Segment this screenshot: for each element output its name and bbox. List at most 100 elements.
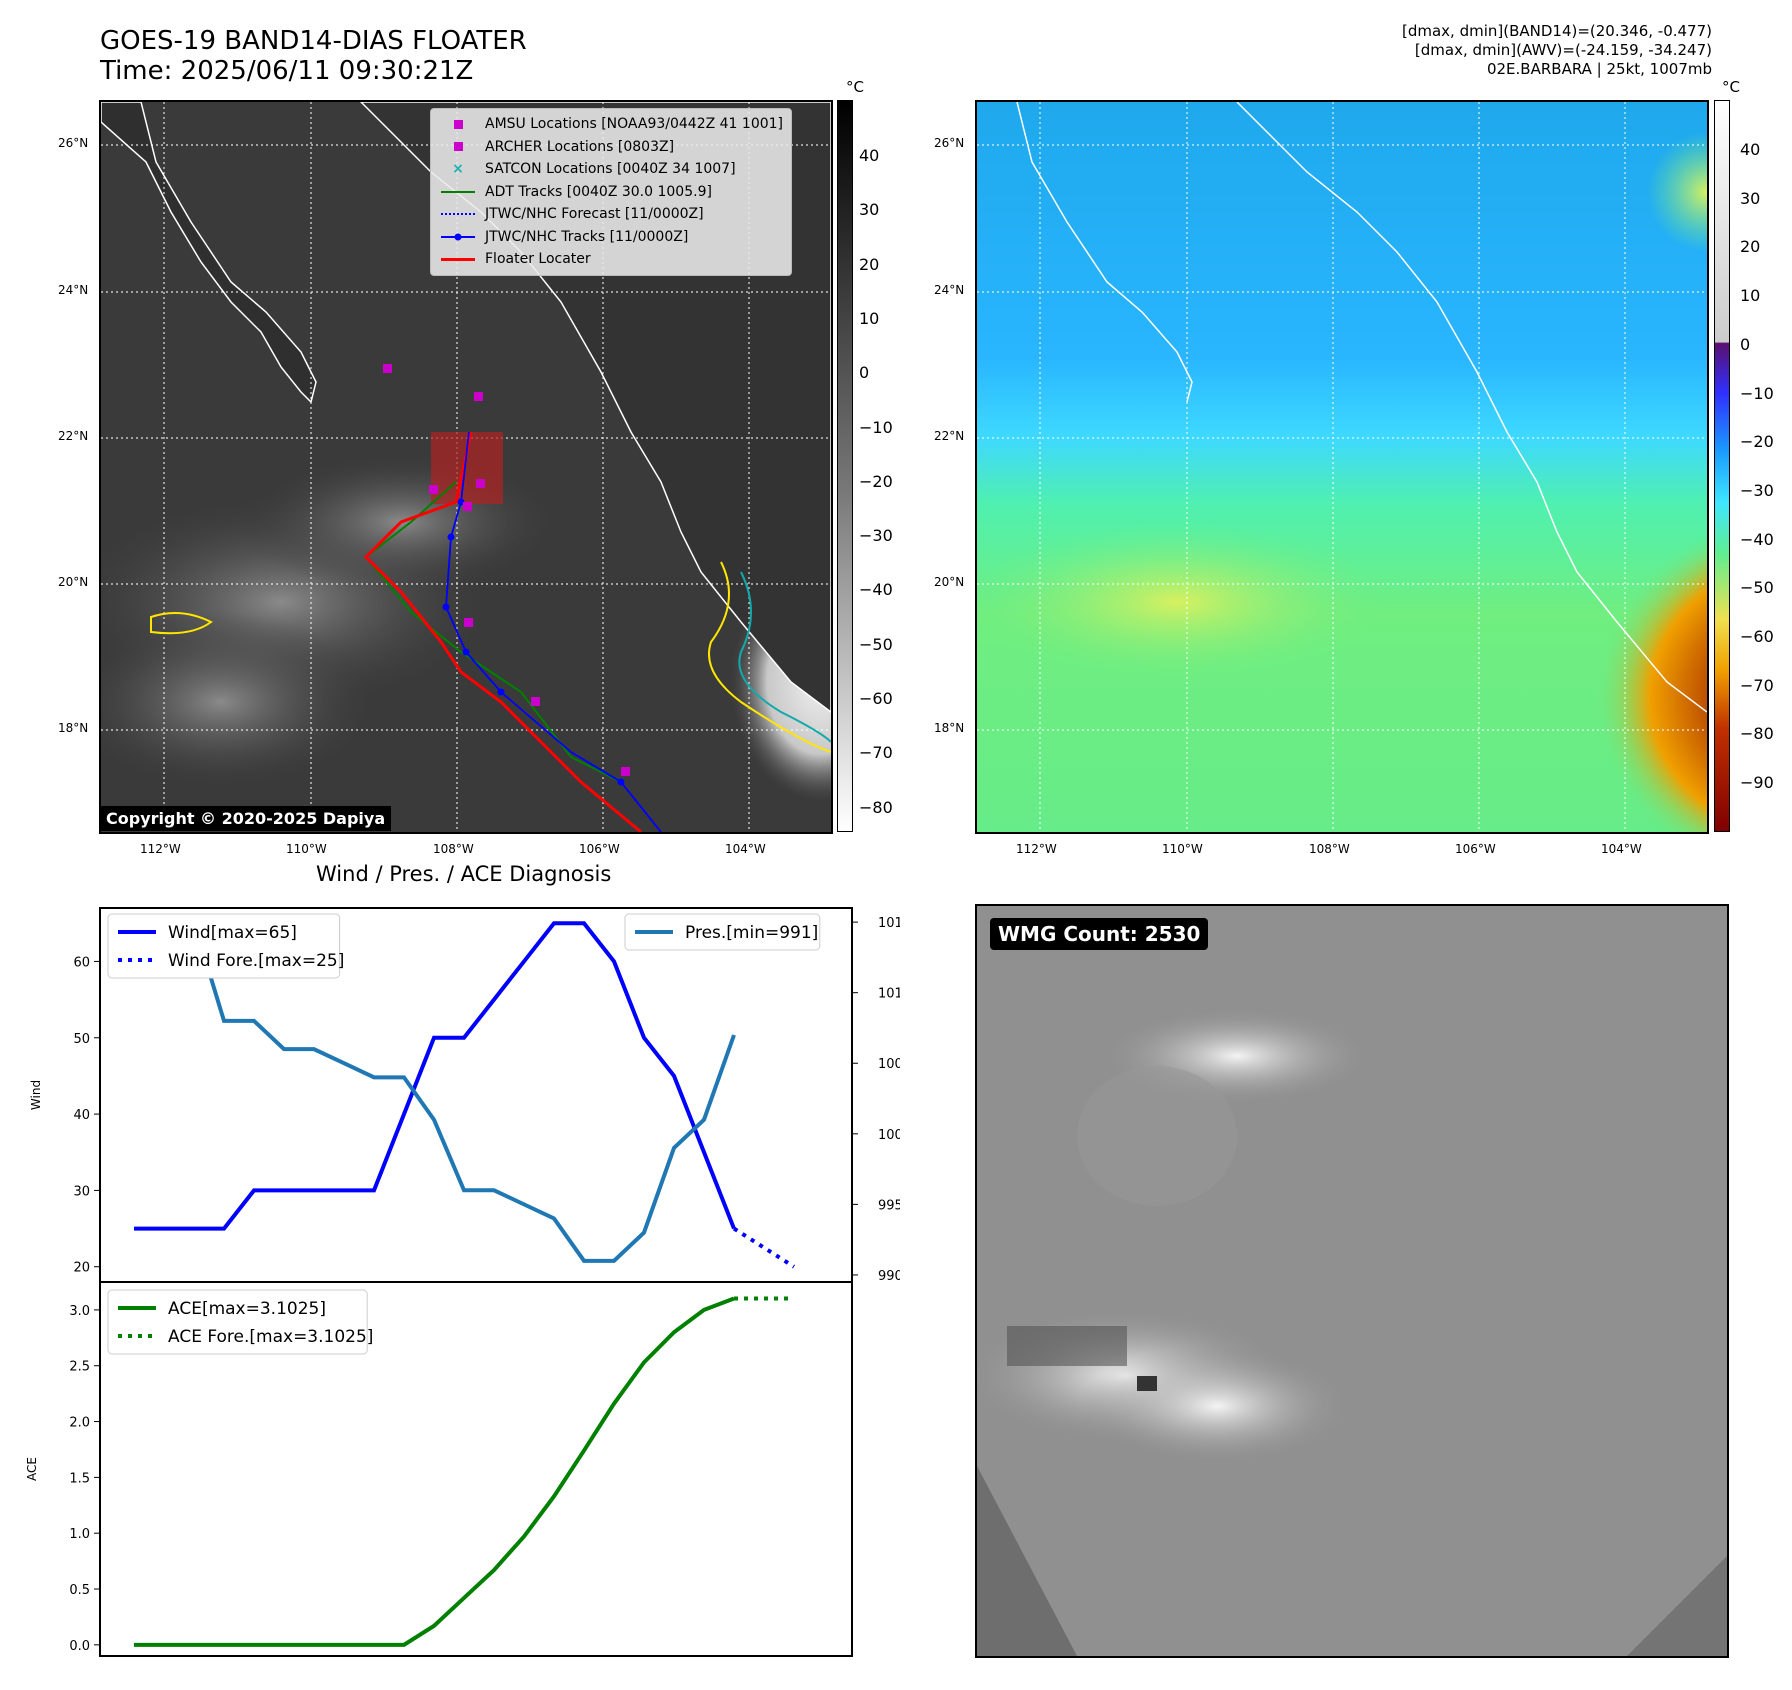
legend-forecast: JTWC/NHC Forecast [11/0000Z] (439, 203, 783, 226)
ace-tick-label: 1.5 (69, 1471, 90, 1486)
line-dot-icon (439, 233, 477, 241)
awv-colorbar (1714, 100, 1730, 832)
colorbar-tick-label: −10 (1740, 383, 1774, 403)
pressure-tick-label: 995 (878, 1198, 900, 1213)
pressure-legend-box (624, 913, 821, 951)
diagnosis-title: Wind / Pres. / ACE Diagnosis (316, 862, 612, 886)
lat-label: 26°N (58, 136, 89, 150)
legend-adt: ADT Tracks [0040Z 30.0 1005.9] (439, 181, 783, 204)
colorbar-tick-label: 20 (859, 254, 880, 274)
ace-axis-label: ACE (25, 1457, 39, 1481)
awv-map-panel (975, 100, 1709, 834)
colorbar-tick-label: −30 (859, 526, 893, 546)
colorbar-tick-label: −60 (1740, 627, 1774, 646)
lon-label: 104°W (1601, 842, 1642, 856)
legend-entry-label: Wind Fore.[max=25] (168, 951, 344, 971)
title-line-2: Time: 2025/06/11 09:30:21Z (100, 56, 474, 86)
colorbar-tick-label: 40 (1740, 140, 1761, 159)
ace-tick-label: 0.5 (69, 1583, 90, 1598)
lon-label: 110°W (286, 842, 327, 856)
legend-entry-label: ACE[max=3.1025] (168, 1299, 326, 1319)
wind-legend: Wind[max=65] Wind Fore.[max=25] (107, 913, 344, 979)
lon-label: 110°W (1162, 842, 1203, 856)
colorbar-tick-label: −50 (859, 634, 893, 654)
colorbar-tick-label: −50 (1740, 578, 1774, 598)
title-line-1: GOES-19 BAND14-DIAS FLOATER (100, 26, 527, 56)
colorbar-tick-label: 0 (1740, 334, 1751, 354)
wind-pressure-series-line (732, 1226, 796, 1269)
colorbar-tick-label: −20 (1740, 432, 1774, 452)
lon-label: 104°W (725, 842, 766, 856)
wind-tick-label: 60 (73, 955, 90, 970)
line-icon (439, 190, 477, 193)
pressure-tick-label: 1000 (878, 1128, 900, 1143)
lon-label: 106°W (579, 842, 620, 856)
colorbar-tick-label: 0 (859, 363, 870, 383)
legend-entry-label: Wind[max=65] (168, 923, 297, 943)
ace-tick-label: 1.0 (69, 1527, 90, 1542)
wind-axis-label: Wind (29, 1080, 43, 1110)
lat-label: 20°N (58, 575, 89, 589)
ace-series-line (134, 1296, 735, 1647)
figure-title: GOES-19 BAND14-DIAS FLOATER Time: 2025/0… (100, 26, 527, 86)
square-marker-icon (439, 119, 477, 129)
legend-entry-label: Pres.[min=991] (685, 923, 818, 943)
colorbar-tick-label: −80 (1740, 724, 1774, 744)
dotted-line-icon (439, 213, 477, 216)
cbar2-unit: °C (1722, 78, 1740, 96)
ace-tick-label: 2.0 (69, 1416, 90, 1431)
ace-legend: ACE[max=3.1025] ACE Fore.[max=3.1025] (107, 1289, 373, 1355)
legend-archer: ARCHER Locations [0803Z] (439, 136, 783, 159)
lat-label: 26°N (934, 136, 965, 150)
info-block: [dmax, dmin](BAND14)=(20.346, -0.477) [d… (1402, 22, 1712, 79)
lon-label: 106°W (1455, 842, 1496, 856)
colorbar-tick-label: 20 (1740, 237, 1761, 257)
lat-label: 22°N (58, 429, 89, 443)
legend-satcon: × SATCON Locations [0040Z 34 1007] (439, 158, 783, 181)
wind-tick-label: 30 (73, 1184, 90, 1199)
colorbar-tick-label: 40 (859, 146, 880, 165)
ace-tick-label: 0.0 (69, 1639, 90, 1654)
wind-tick-label: 40 (73, 1108, 90, 1123)
colorbar-tick-label: −70 (859, 743, 893, 763)
colorbar-tick-label: −80 (859, 797, 893, 817)
info-line-2: [dmax, dmin](AWV)=(-24.159, -34.247) (1414, 41, 1712, 59)
lat-label: 24°N (58, 283, 89, 297)
lat-label: 24°N (934, 283, 965, 297)
pressure-tick-label: 1015 (878, 916, 900, 931)
lon-label: 108°W (433, 842, 474, 856)
square-marker-icon (439, 142, 477, 152)
pressure-legend: Pres.[min=991] (624, 913, 821, 951)
colorbar-tick-label: −90 (1740, 773, 1774, 793)
lon-label: 112°W (1016, 842, 1057, 856)
wmg-graphic (977, 906, 1727, 1656)
map-legend: AMSU Locations [NOAA93/0442Z 41 1001] AR… (430, 108, 793, 276)
lat-label: 22°N (934, 429, 965, 443)
colorbar-tick-label: −20 (859, 471, 893, 491)
colorbar-tick-label: 10 (1740, 286, 1761, 306)
ace-tick-label: 2.5 (69, 1360, 90, 1375)
line-icon (439, 257, 477, 261)
colorbar-tick-label: 10 (859, 308, 880, 328)
wmg-panel (975, 904, 1729, 1658)
legend-floater: Floater Locater (439, 248, 783, 271)
lon-label: 112°W (140, 842, 181, 856)
colorbar-tick-label: −70 (1740, 675, 1774, 695)
ace-legend-box (107, 1289, 368, 1355)
lat-label: 18°N (934, 721, 965, 735)
info-line-1: [dmax, dmin](BAND14)=(20.346, -0.477) (1401, 22, 1712, 40)
wind-tick-label: 50 (73, 1032, 90, 1047)
awv-map-graphic (977, 102, 1707, 832)
info-line-3: 02E.BARBARA | 25kt, 1007mb (1486, 60, 1712, 78)
x-marker-icon: × (452, 161, 464, 178)
cbar1-unit: °C (846, 78, 864, 96)
wind-legend-box (107, 913, 341, 979)
colorbar-tick-label: −60 (859, 689, 893, 708)
legend-entry-label: ACE Fore.[max=3.1025] (168, 1327, 373, 1347)
legend-tracks: JTWC/NHC Tracks [11/0000Z] (439, 226, 783, 249)
wind-pressure-series-line (134, 920, 736, 1263)
lat-label: 18°N (58, 721, 89, 735)
colorbar-tick-label: −10 (859, 417, 893, 437)
